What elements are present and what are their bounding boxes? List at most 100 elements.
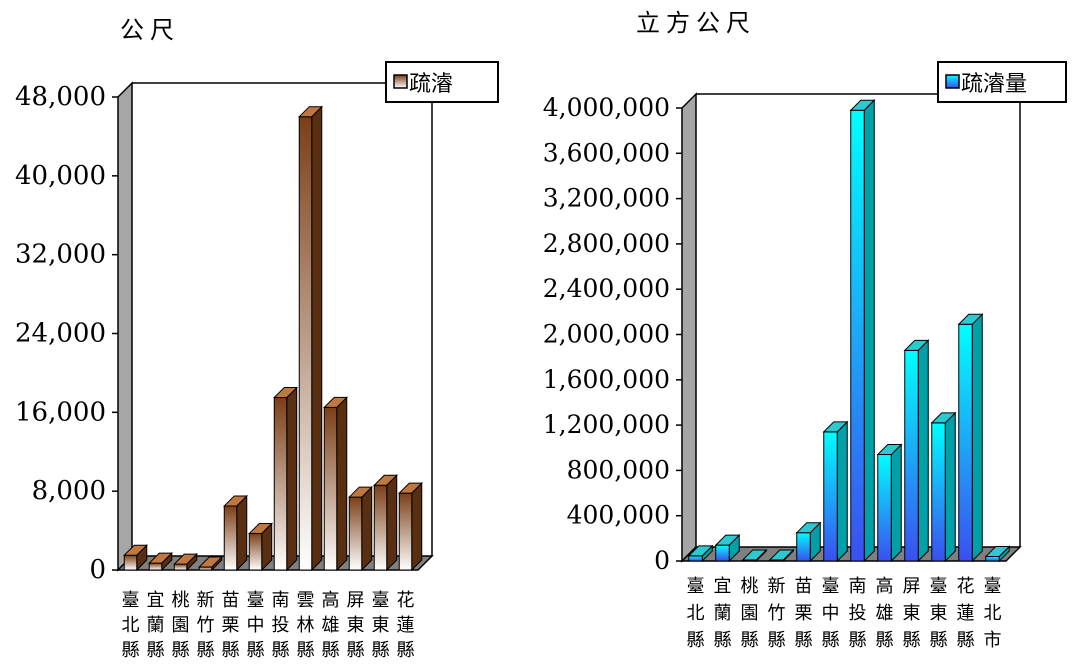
bar-side — [971, 313, 983, 563]
category-label: 新竹縣 — [768, 576, 786, 651]
bar-side — [311, 105, 323, 572]
chart-1-ytick-label: 2,400,000 — [543, 274, 670, 303]
bar — [148, 551, 173, 572]
right-legend-label: 疏濬量 — [961, 72, 1027, 97]
bar — [984, 545, 1011, 563]
bar — [903, 339, 930, 563]
category-label: 臺東縣 — [930, 576, 948, 651]
bar-top — [348, 486, 373, 498]
bar-top — [984, 545, 1011, 557]
bar-top — [849, 99, 876, 111]
category-label: 花蓮縣 — [397, 590, 415, 661]
chart-1-ytick-label: 3,200,000 — [543, 184, 670, 213]
chart-1-ytick-label: 3,600,000 — [543, 138, 670, 167]
bar-front — [223, 505, 238, 571]
bar-front — [173, 563, 188, 571]
category-label: 苗栗縣 — [222, 590, 240, 661]
bar — [714, 533, 741, 563]
bar-front — [985, 555, 1000, 562]
bar — [273, 386, 298, 572]
bar — [398, 481, 423, 572]
chart-0-ytick-label: 0 — [89, 555, 106, 585]
bar-side — [890, 443, 902, 563]
category-label: 桃園縣 — [741, 576, 759, 651]
category-label: 桃園縣 — [172, 590, 190, 661]
bar — [348, 485, 373, 572]
category-label: 屏東縣 — [347, 590, 365, 661]
bar-front — [123, 554, 138, 571]
bar-front — [904, 349, 919, 562]
bar-top — [876, 444, 903, 456]
bar-top — [768, 549, 795, 561]
bar-top — [714, 534, 741, 546]
bar-side — [944, 411, 956, 563]
bar-side — [411, 481, 423, 572]
chart-0-left-wall — [117, 81, 133, 572]
chart-1-ytick-label: 400,000 — [567, 501, 670, 530]
chart-0-ytick-label: 8,000 — [32, 476, 106, 506]
chart-1-ytick-label: 4,000,000 — [543, 93, 670, 122]
chart-1-ytick-label: 1,600,000 — [543, 365, 670, 394]
bar-top — [930, 412, 957, 424]
bar — [930, 411, 957, 563]
bar-top — [148, 552, 173, 564]
left-legend-label: 疏濬 — [409, 72, 453, 97]
bar-side — [917, 339, 929, 563]
chart-0-ytick-label: 40,000 — [15, 161, 106, 191]
bar-top — [248, 523, 273, 535]
left-unit-label: 公尺 — [120, 16, 180, 44]
chart-0-ytick-label: 48,000 — [15, 82, 106, 112]
category-label: 臺北市 — [984, 576, 1002, 651]
category-label: 屏東縣 — [903, 576, 921, 651]
bar-side — [286, 386, 298, 572]
bar-top — [687, 545, 714, 557]
bar — [957, 313, 984, 563]
bar-top — [822, 421, 849, 433]
chart-1-ytick-label: 0 — [654, 546, 670, 575]
category-label: 宜蘭縣 — [714, 576, 732, 651]
bar — [373, 474, 398, 572]
bar — [741, 548, 768, 563]
bar — [768, 548, 795, 563]
bar-top — [223, 495, 248, 507]
left-legend-swatch — [393, 74, 408, 89]
bar-front — [823, 431, 838, 562]
category-label: 新竹縣 — [197, 590, 215, 661]
bar-top — [795, 522, 822, 534]
category-label: 南投縣 — [849, 576, 867, 651]
category-label: 臺中縣 — [247, 590, 265, 661]
bar-top — [398, 482, 423, 494]
category-label: 苗栗縣 — [795, 576, 813, 651]
bar — [198, 555, 223, 572]
bar-front — [796, 532, 811, 562]
bar-top — [173, 553, 198, 565]
bar-top — [903, 339, 930, 351]
bar-top — [198, 556, 223, 568]
bar-front — [373, 484, 388, 571]
chart-0-ytick-label: 24,000 — [15, 319, 106, 349]
category-label: 臺北縣 — [122, 590, 140, 661]
chart-1-ytick-label: 2,000,000 — [543, 320, 670, 349]
bar-front — [931, 422, 946, 562]
chart-1-ytick-label: 800,000 — [567, 455, 670, 484]
bar-top — [373, 474, 398, 486]
bar-front — [148, 562, 163, 571]
category-label: 宜蘭縣 — [147, 590, 165, 661]
chart-0-ytick-label: 32,000 — [15, 240, 106, 270]
bar-front — [348, 496, 363, 571]
category-label: 南投縣 — [272, 590, 290, 661]
bar-front — [398, 492, 413, 571]
right-unit-label: 立方公尺 — [636, 9, 756, 37]
bar-front — [715, 544, 730, 562]
bar-front — [298, 116, 313, 571]
bar-side — [836, 420, 848, 563]
category-label: 高雄縣 — [876, 576, 894, 651]
bar-side — [336, 396, 348, 572]
bar-front — [688, 555, 703, 562]
bar-side — [863, 99, 875, 563]
dredging-length-chart: 公尺 0 8,000 16,000 24,000 32,000 40,000 48,000 臺… — [15, 16, 499, 661]
bar — [123, 544, 148, 572]
bar — [298, 105, 323, 572]
bar-side — [361, 485, 373, 572]
